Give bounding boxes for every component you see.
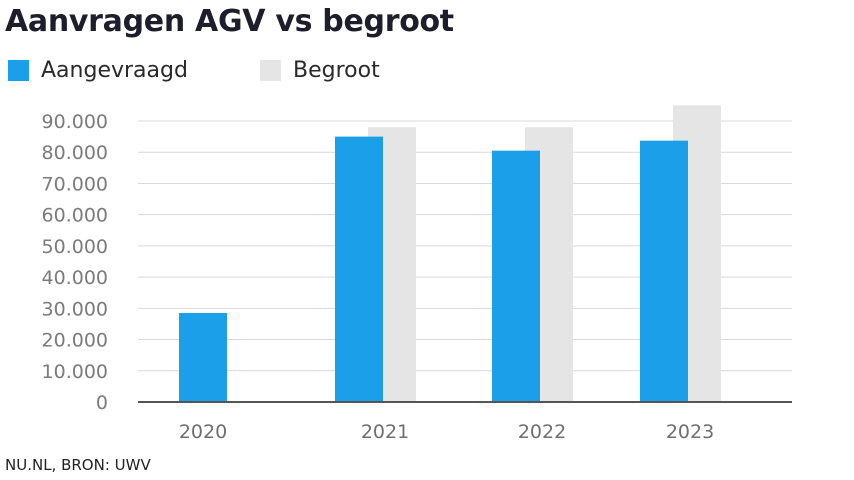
legend-swatch-aangevraagd [8,59,29,81]
y-tick-label: 60.000 [42,205,108,227]
bar-aangevraagd-2023 [640,140,688,403]
y-tick-label: 0 [96,392,108,414]
legend-item-aangevraagd: Aangevraagd [8,55,188,85]
y-tick-label: 70.000 [42,173,108,195]
x-tick-label: 2023 [666,421,714,443]
chart-title: Aanvragen AGV vs begroot [5,4,454,39]
y-tick-label: 40.000 [42,267,108,289]
legend-swatch-begroot [260,59,281,81]
x-tick-label: 2021 [361,421,409,443]
y-axis-ticks: 0 10.000 20.000 30.000 40.000 50.000 60.000 70.… [42,111,108,414]
bars [179,105,721,403]
x-tick-label: 2022 [518,421,566,443]
y-tick-label: 30.000 [42,298,108,320]
y-tick-label: 80.000 [42,142,108,164]
bar-aangevraagd-2020 [179,313,227,402]
y-tick-label: 90.000 [42,111,108,133]
bar-aangevraagd-2022 [492,150,540,402]
y-tick-label: 20.000 [42,330,108,352]
legend-item-begroot: Begroot [260,55,380,85]
x-tick-label: 2020 [179,421,227,443]
legend-label-begroot: Begroot [293,57,380,83]
legend-label-aangevraagd: Aangevraagd [41,57,188,83]
bar-aangevraagd-2021 [335,136,383,402]
legend: Aangevraagd Begroot [8,55,608,85]
y-tick-label: 10.000 [42,361,108,383]
y-tick-label: 50.000 [42,236,108,258]
source-note: NU.NL, BRON: UWV [5,456,151,474]
x-axis-ticks: 2020 2021 2022 2023 [179,421,714,443]
